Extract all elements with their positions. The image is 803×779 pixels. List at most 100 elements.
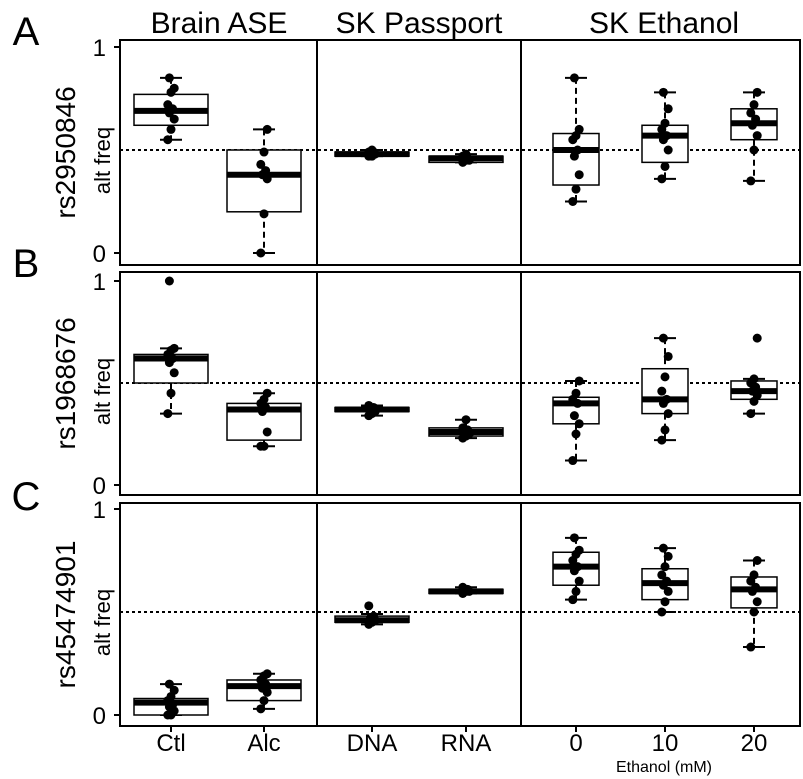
data-point: [663, 145, 673, 155]
data-point: [259, 147, 269, 157]
data-point: [163, 135, 173, 145]
box-rs2950846-DNA: [334, 145, 410, 161]
xlabel-ethanol: Ethanol (mM): [616, 759, 712, 776]
data-point: [262, 388, 272, 398]
xtick-label-20: 20: [741, 730, 768, 757]
data-point: [571, 388, 581, 398]
box-rs2950846-20: [730, 87, 778, 186]
xtick-label-Alc: Alc: [247, 730, 280, 757]
data-point: [262, 427, 272, 437]
box-rs2950846-Alc: [226, 124, 302, 258]
data-point: [660, 425, 670, 435]
data-point: [163, 409, 173, 419]
data-point: [259, 209, 269, 219]
data-point: [568, 456, 578, 466]
box-rs45474901-Ctl: [133, 679, 209, 720]
data-point: [573, 562, 583, 572]
xtick-label-10: 10: [652, 730, 679, 757]
data-point: [169, 685, 179, 695]
data-point: [569, 73, 579, 83]
data-point: [458, 423, 468, 433]
data-point: [571, 586, 581, 596]
data-point: [657, 435, 667, 445]
box-rs1968676-DNA: [334, 400, 410, 421]
data-point: [749, 145, 759, 155]
box-rs2950846-Ctl: [133, 73, 209, 145]
data-point: [662, 576, 672, 586]
ylabel-alt-freq: alt freq: [90, 127, 115, 194]
panel-frame-A: [119, 39, 801, 266]
box-rs1968676-0: [552, 376, 600, 466]
column-title-0: Brain ASE: [151, 7, 288, 40]
data-point: [574, 576, 584, 586]
data-point: [746, 176, 756, 186]
data-point: [746, 642, 756, 652]
box-rs1968676-Alc: [226, 388, 302, 451]
box-rs45474901-10: [641, 543, 689, 617]
box-rs45474901-Alc: [226, 669, 302, 714]
data-point: [256, 159, 266, 169]
data-point: [262, 124, 272, 134]
box-rs1968676-Ctl: [133, 276, 209, 419]
data-point: [746, 108, 756, 118]
xtick-label-RNA: RNA: [441, 730, 492, 757]
data-point: [164, 276, 174, 286]
data-point: [663, 351, 673, 361]
ylabel-alt-freq: alt freq: [90, 358, 115, 425]
xtick-label-0: 0: [569, 730, 582, 757]
box-rs45474901-0: [552, 533, 600, 605]
data-point: [662, 394, 672, 404]
panel-frame-C: [119, 502, 801, 727]
snp-label-rs1968676: rs1968676: [50, 317, 81, 449]
box-rs45474901-DNA: [334, 601, 410, 629]
data-point: [458, 582, 468, 592]
data-point: [752, 597, 762, 607]
panels-layer: Brain ASE SK Passport SK Ethanol Ars2950846…: [12, 7, 801, 776]
ytick-label-0: 0: [93, 703, 106, 730]
data-point: [259, 441, 269, 451]
data-point: [166, 124, 176, 134]
data-point: [657, 607, 667, 617]
box-rs2950846-0: [552, 73, 600, 206]
data-point: [163, 100, 173, 110]
data-point: [752, 556, 762, 565]
data-point: [573, 145, 583, 155]
data-point: [569, 533, 579, 543]
data-point: [657, 174, 667, 184]
snp-label-rs2950846: rs2950846: [50, 86, 81, 218]
data-point: [752, 333, 762, 343]
column-title-1: SK Passport: [336, 7, 503, 40]
data-point: [169, 343, 179, 353]
panel-letter-C: C: [12, 475, 41, 519]
xtick-label-Ctl: Ctl: [156, 730, 185, 757]
data-point: [658, 543, 668, 553]
ytick-label-1: 1: [93, 269, 106, 296]
data-point: [261, 166, 271, 176]
data-point: [571, 184, 581, 194]
data-point: [663, 551, 673, 561]
box-rs2950846-10: [641, 87, 689, 184]
xtick-label-DNA: DNA: [347, 730, 398, 757]
data-point: [746, 409, 756, 419]
column-title-2: SK Ethanol: [589, 7, 739, 40]
data-point: [256, 248, 266, 258]
data-point: [364, 400, 374, 410]
data-point: [751, 582, 761, 592]
panel-letter-B: B: [13, 242, 40, 286]
data-point: [660, 118, 670, 128]
data-point: [461, 149, 471, 159]
data-point: [164, 73, 174, 83]
ytick-label-0: 0: [93, 241, 106, 268]
data-point: [663, 409, 673, 419]
data-point: [657, 570, 667, 580]
ylabel-alt-freq: alt freq: [90, 589, 115, 656]
data-point: [660, 372, 670, 382]
data-point: [662, 131, 672, 141]
data-point: [660, 161, 670, 171]
data-point: [657, 386, 667, 396]
box-rs1968676-20: [730, 333, 778, 419]
data-point: [574, 376, 584, 386]
data-point: [367, 145, 377, 155]
box-rs1968676-10: [641, 333, 689, 445]
